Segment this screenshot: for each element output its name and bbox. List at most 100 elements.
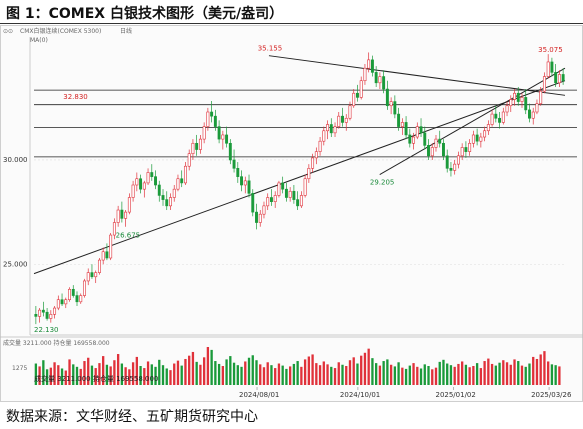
candle — [169, 193, 172, 211]
candle — [139, 174, 143, 194]
candle — [483, 126, 487, 142]
candle — [183, 162, 187, 185]
candle — [68, 287, 71, 302]
candle — [404, 116, 408, 140]
candle — [524, 89, 528, 115]
volume-bar — [371, 358, 374, 385]
volume-bar — [453, 366, 456, 385]
volume-bar — [232, 362, 236, 385]
candle — [232, 149, 236, 173]
candle — [408, 128, 412, 148]
candle — [400, 118, 404, 135]
volume-bar — [307, 356, 311, 385]
candle — [198, 134, 202, 154]
candle-body — [550, 61, 554, 73]
candle-body — [94, 272, 98, 278]
candle-body — [539, 90, 543, 104]
trendline — [268, 55, 566, 96]
volume-bar — [68, 359, 71, 385]
candle-body — [281, 182, 285, 190]
volume-bar — [158, 359, 161, 385]
volume-bar — [475, 363, 479, 385]
candle — [528, 103, 531, 123]
low-price-label: 26.675 — [116, 231, 141, 239]
candle-body — [516, 92, 520, 102]
volume-bar — [300, 366, 303, 385]
volume-bar — [457, 363, 460, 385]
candle-body — [359, 80, 363, 98]
candle-body — [542, 76, 546, 92]
volume-bar — [206, 347, 210, 385]
candle — [356, 84, 359, 102]
figure-source: 数据来源：文华财经、五矿期货研究中心 — [6, 409, 258, 425]
candle-body — [251, 193, 255, 213]
volume-bar — [326, 364, 329, 385]
candle — [127, 193, 131, 215]
candle-body — [486, 124, 490, 132]
candle-body — [64, 299, 68, 305]
candle — [389, 97, 393, 115]
candle — [539, 86, 543, 106]
candle-body — [460, 147, 464, 157]
candle-body — [557, 74, 561, 84]
volume-bar — [483, 361, 486, 385]
candle — [101, 247, 105, 265]
candle-body — [513, 92, 516, 100]
candle-body — [382, 76, 386, 90]
volume-bar — [188, 355, 191, 385]
candle — [210, 100, 214, 123]
volume-bar — [146, 361, 150, 385]
candle — [296, 191, 300, 211]
candle-body — [464, 147, 468, 152]
candle-body — [79, 295, 83, 303]
candle — [109, 232, 113, 261]
candle-body — [292, 190, 296, 200]
volume-bar — [539, 354, 542, 385]
high-price-label: 32.830 — [63, 93, 88, 101]
volume-bar — [135, 356, 138, 385]
candle — [513, 89, 516, 106]
candle — [415, 122, 419, 140]
candle-body — [501, 111, 505, 123]
volume-bar — [165, 368, 168, 385]
candle-body — [161, 195, 165, 200]
volume-bar — [53, 362, 56, 385]
toolbar-instrument[interactable]: CMX白银连续(COMEX 5300) — [20, 27, 101, 35]
volume-bar — [191, 351, 195, 385]
support-resistance-lines — [34, 89, 577, 158]
candle — [150, 164, 154, 181]
candle — [348, 101, 352, 121]
volume-bar — [408, 365, 411, 385]
candle-body — [146, 172, 150, 184]
volume-bar — [116, 354, 120, 385]
volume-bar — [397, 362, 400, 385]
volume-bar — [333, 368, 337, 385]
y-tick-label: 25.000 — [3, 260, 28, 268]
candle — [427, 139, 430, 160]
volume-bar — [535, 358, 539, 385]
candle — [314, 147, 318, 165]
candle — [329, 118, 333, 138]
volume-bar — [240, 366, 243, 385]
volume-bar — [184, 358, 187, 385]
y-tick-label: 30.000 — [3, 156, 28, 164]
volume-bar — [509, 364, 512, 385]
candle-body — [524, 97, 528, 111]
volume-bar — [315, 363, 318, 385]
candle-body — [236, 168, 240, 177]
candle — [520, 93, 524, 108]
candle-body — [150, 172, 154, 177]
candle-body — [329, 124, 333, 134]
volume-bar — [34, 363, 38, 385]
candle — [187, 149, 191, 171]
candle-body — [434, 138, 438, 148]
volume-bar — [532, 356, 535, 385]
toolbar-period[interactable]: 日线 — [120, 27, 132, 35]
candle — [53, 305, 57, 319]
candle — [456, 151, 460, 169]
candle — [75, 291, 79, 306]
volume-bar — [543, 351, 546, 385]
candle-body — [370, 59, 374, 73]
candle-body — [419, 126, 423, 134]
candle — [322, 126, 326, 146]
